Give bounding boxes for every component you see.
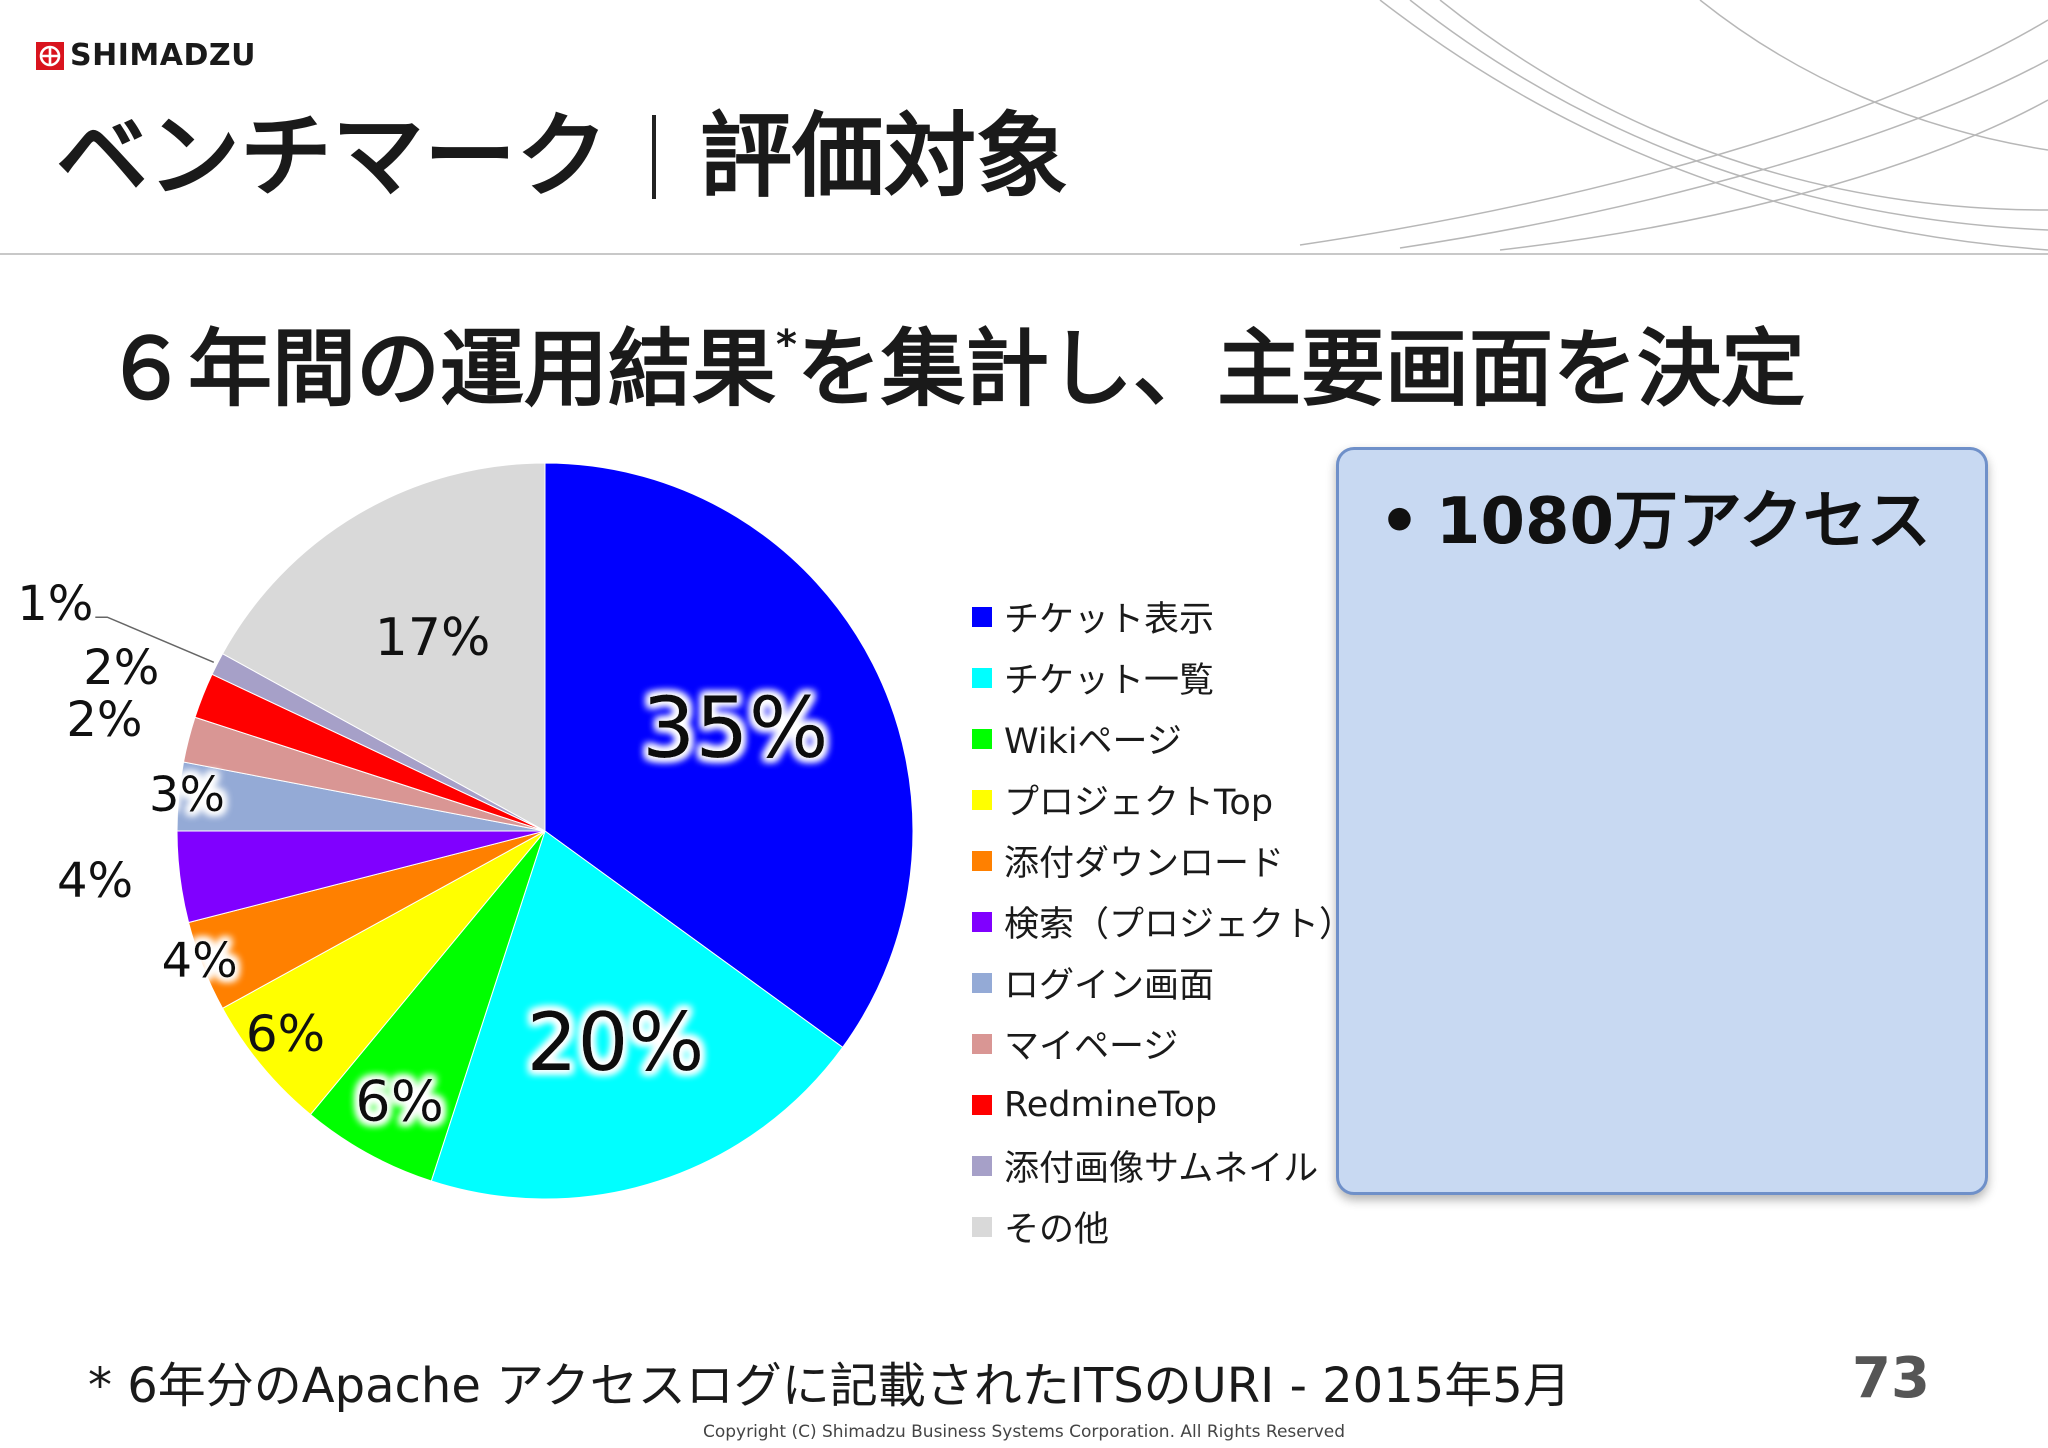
legend-swatch — [972, 1094, 992, 1115]
legend-label: 添付画像サムネイル — [1004, 1149, 1319, 1189]
legend-item: チケット表示 — [972, 586, 1352, 647]
slice-label: 17% — [375, 608, 491, 668]
bullet: • — [1379, 485, 1420, 559]
legend-item: 添付画像サムネイル — [972, 1135, 1352, 1196]
pie-slice — [309, 830, 546, 1182]
legend-swatch — [972, 728, 992, 749]
legend-item: 検索（プロジェクト） — [972, 891, 1355, 952]
legend-item: マイページ — [972, 1013, 1352, 1074]
legend-swatch — [972, 667, 992, 688]
legend-swatch — [972, 911, 992, 932]
legend-label: チケット一覧 — [1004, 661, 1215, 701]
legend-swatch — [972, 789, 992, 810]
chart-legend: チケット表示 チケット一覧 WikiページプロジェクトTop 添付ダウンロード検索（プ… — [972, 586, 1355, 1257]
legend-label: RedmineTop — [1004, 1084, 1218, 1125]
legend-item: 添付ダウンロード — [972, 830, 1352, 891]
access-count-text: 1080万アクセス — [1435, 485, 1931, 559]
legend-label: Wikiページ — [1004, 722, 1182, 762]
slice-label: 4% — [162, 933, 238, 989]
pie-slice — [544, 462, 914, 1048]
pie-slice — [221, 830, 546, 1116]
legend-item: プロジェクトTop — [972, 769, 1352, 830]
access-count: • 1080万アクセス — [1379, 470, 1931, 562]
legend-item: チケット一覧 — [972, 647, 1352, 708]
legend-swatch — [972, 1033, 992, 1054]
legend-swatch — [972, 606, 992, 627]
legend-item: ログイン画面 — [972, 952, 1352, 1013]
slice-label: 3% — [149, 767, 225, 823]
legend-swatch — [972, 850, 992, 871]
pie-slice — [221, 462, 546, 832]
pie-slice — [430, 830, 844, 1200]
headline-rest: を集計し、主要画面を決定 — [796, 320, 1805, 418]
slide-title: ベンチマーク 評価対象 — [56, 92, 1068, 222]
legend-item: RedmineTop — [972, 1074, 1352, 1135]
footnote: * 6年分のApache アクセスログに記載されたITSのURI - 2015年… — [88, 1358, 1571, 1414]
company-logo: SHIMADZU — [36, 38, 256, 73]
slice-label: 35% — [642, 679, 829, 777]
headline-asterisk: * — [776, 322, 797, 368]
legend-swatch — [972, 1155, 992, 1176]
header-divider — [0, 253, 2048, 255]
legend-swatch — [972, 1216, 992, 1237]
slice-label: 6% — [246, 1005, 325, 1063]
legend-label: マイページ — [1004, 1027, 1179, 1067]
legend-label: 添付ダウンロード — [1004, 844, 1285, 884]
legend-item: その他 — [972, 1196, 1352, 1257]
slice-label: 2% — [83, 640, 159, 696]
legend-label: ログイン画面 — [1004, 966, 1215, 1006]
page-number: 73 — [1852, 1346, 1930, 1411]
legend-swatch — [972, 972, 992, 993]
logo-text: SHIMADZU — [70, 38, 256, 73]
slice-label: 20% — [527, 996, 705, 1089]
title-separator — [652, 115, 657, 199]
legend-label: 検索（プロジェクト） — [1004, 905, 1355, 945]
headline-main: ６年間の運用結果 — [104, 320, 777, 418]
legend-label: チケット表示 — [1004, 600, 1215, 640]
shimadzu-logo-icon — [36, 41, 64, 70]
access-summary-panel: • 1080万アクセス — [1336, 447, 1988, 1195]
legend-item: Wikiページ — [972, 708, 1352, 769]
slice-label: 6% — [355, 1070, 444, 1135]
leader-line — [95, 616, 215, 663]
copyright-notice: Copyright (C) Shimadzu Business Systems … — [702, 1422, 1346, 1442]
title-right: 評価対象 — [700, 103, 1069, 210]
slice-label: 2% — [66, 692, 142, 748]
slice-label: 4% — [57, 853, 133, 909]
legend-label: プロジェクトTop — [1004, 783, 1274, 823]
headline: ６年間の運用結果*を集計し、主要画面を決定 — [104, 290, 1805, 424]
legend-label: その他 — [1004, 1210, 1110, 1250]
title-left: ベンチマーク — [56, 103, 609, 210]
slice-label: 1% — [17, 576, 93, 632]
